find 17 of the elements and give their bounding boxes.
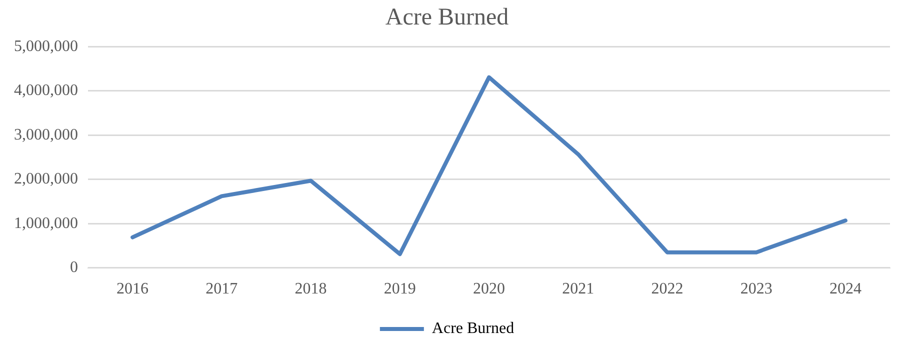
y-tick-label: 2,000,000 xyxy=(14,170,78,188)
x-tick-label: 2016 xyxy=(116,280,149,298)
x-tick-label: 2023 xyxy=(740,280,772,298)
y-tick-label: 4,000,000 xyxy=(14,82,78,100)
x-tick-label: 2021 xyxy=(562,280,594,298)
x-tick-label: 2017 xyxy=(206,280,238,298)
chart-title: Acre Burned xyxy=(385,4,509,31)
y-tick-label: 3,000,000 xyxy=(14,126,78,144)
y-tick-label: 0 xyxy=(70,259,78,276)
x-tick-label: 2022 xyxy=(651,280,684,298)
x-tick-label: 2018 xyxy=(294,280,327,298)
x-tick-label: 2024 xyxy=(829,280,862,298)
legend-label: Acre Burned xyxy=(432,320,514,338)
y-tick-label: 5,000,000 xyxy=(14,38,78,56)
y-tick-label: 1,000,000 xyxy=(14,214,78,232)
x-tick-label: 2020 xyxy=(473,280,505,298)
x-tick-label: 2019 xyxy=(384,280,416,298)
